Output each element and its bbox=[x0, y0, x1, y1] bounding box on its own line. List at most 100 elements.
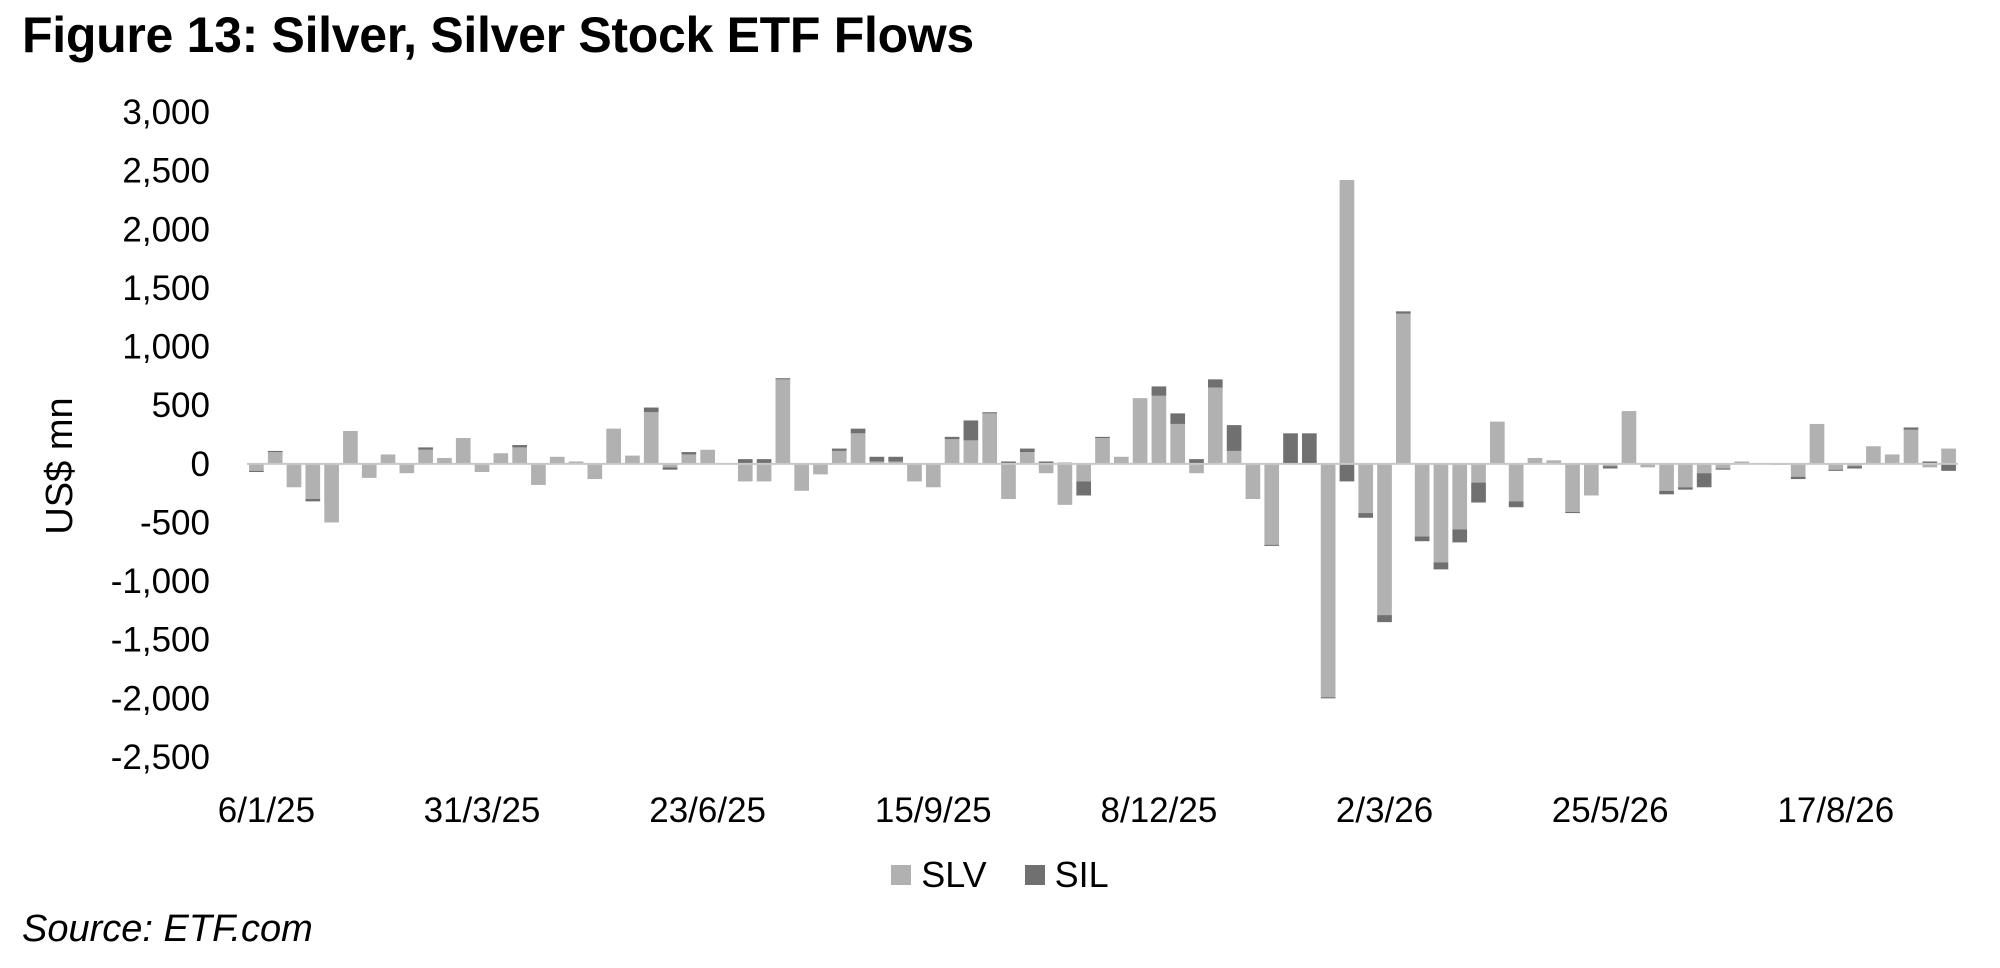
bar-sil bbox=[1358, 513, 1374, 518]
bar-sil bbox=[681, 452, 697, 455]
bar-sil bbox=[869, 456, 885, 462]
bar-slv bbox=[756, 463, 772, 482]
bar-slv bbox=[1113, 456, 1129, 464]
bar-slv bbox=[907, 463, 922, 482]
bar-slv bbox=[1715, 463, 1731, 469]
bar-slv bbox=[324, 463, 339, 523]
bar-slv bbox=[1809, 423, 1825, 464]
bar-slv bbox=[850, 433, 866, 464]
bar-slv bbox=[1696, 463, 1712, 474]
x-tick-label: 31/3/25 bbox=[424, 791, 541, 830]
y-tick-label: -500 bbox=[140, 503, 210, 542]
bar-slv bbox=[1659, 463, 1674, 491]
bar-slv bbox=[1396, 313, 1411, 464]
bar-sil bbox=[512, 445, 527, 448]
bar-sil bbox=[1320, 697, 1336, 699]
y-tick-label: 1,500 bbox=[122, 269, 210, 308]
x-tick-label: 25/5/26 bbox=[1552, 791, 1669, 830]
bar-slv bbox=[437, 457, 452, 464]
bar-slv bbox=[1170, 423, 1186, 464]
bar-slv bbox=[1226, 450, 1242, 464]
bar-slv bbox=[737, 463, 753, 482]
bar-slv bbox=[888, 461, 904, 464]
x-tick-label: 23/6/25 bbox=[649, 791, 766, 830]
bar-sil bbox=[1602, 466, 1618, 469]
bar-sil bbox=[643, 407, 659, 413]
bar-sil bbox=[1283, 433, 1298, 464]
bar-slv bbox=[1922, 463, 1938, 468]
bar-sil bbox=[1377, 615, 1392, 623]
bar-sil bbox=[1471, 482, 1486, 503]
y-tick-label: 2,500 bbox=[122, 152, 210, 191]
bar-slv bbox=[455, 438, 471, 464]
bar-sil bbox=[1678, 487, 1693, 490]
y-tick-label: -2,000 bbox=[111, 679, 210, 718]
bar-sil bbox=[1207, 379, 1223, 388]
chart-title: Figure 13: Silver, Silver Stock ETF Flow… bbox=[22, 7, 974, 63]
bar-slv bbox=[1621, 411, 1637, 464]
bar-slv bbox=[775, 379, 791, 464]
bar-slv bbox=[1452, 463, 1468, 530]
bars bbox=[249, 180, 1956, 699]
bar-slv bbox=[1508, 463, 1524, 502]
bar-slv bbox=[1207, 387, 1223, 464]
bar-slv bbox=[587, 463, 603, 480]
chart: US$ mn 3,000 2,500 2,000 1,500 1,000 500 0 -500… bbox=[39, 93, 1958, 830]
bar-sil bbox=[1414, 536, 1430, 542]
x-tick-label: 8/12/25 bbox=[1101, 791, 1218, 830]
bar-sil bbox=[1696, 473, 1712, 488]
bar-slv bbox=[963, 440, 979, 464]
bar-slv bbox=[1941, 448, 1956, 464]
bar-sil bbox=[1433, 562, 1449, 570]
bar-slv bbox=[681, 454, 697, 464]
bar-slv bbox=[1414, 463, 1430, 537]
bar-slv bbox=[1264, 463, 1280, 545]
bar-slv bbox=[1884, 454, 1900, 464]
bar-slv bbox=[418, 449, 433, 464]
bar-sil bbox=[1095, 436, 1110, 439]
bar-sil bbox=[1226, 425, 1242, 451]
bar-slv bbox=[1076, 463, 1092, 482]
x-tick-label: 2/3/26 bbox=[1336, 791, 1433, 830]
bar-sil bbox=[1828, 469, 1844, 471]
bar-slv bbox=[305, 463, 321, 499]
y-tick-label: 3,000 bbox=[122, 93, 210, 132]
bar-sil bbox=[249, 470, 264, 473]
bar-slv bbox=[1358, 463, 1374, 514]
bar-sil bbox=[850, 428, 866, 434]
bar-sil bbox=[418, 447, 433, 450]
y-tick-label: -1,000 bbox=[111, 562, 210, 601]
bar-slv bbox=[625, 455, 640, 464]
bar-sil bbox=[267, 450, 283, 453]
bar-sil bbox=[775, 378, 791, 380]
bar-sil bbox=[888, 456, 904, 462]
bar-slv bbox=[286, 463, 302, 488]
bar-sil bbox=[737, 459, 753, 464]
bar-slv bbox=[925, 463, 941, 488]
bar-slv bbox=[493, 453, 509, 464]
legend-label-sil: SIL bbox=[1054, 854, 1109, 895]
bar-sil bbox=[1019, 448, 1035, 453]
bar-sil bbox=[1790, 476, 1806, 480]
x-tick-label: 15/9/25 bbox=[875, 791, 992, 830]
x-tick-label: 6/1/25 bbox=[218, 791, 315, 830]
source-note: Source: ETF.com bbox=[22, 908, 313, 950]
bar-slv bbox=[1847, 463, 1862, 467]
legend: SLV SIL bbox=[0, 852, 2000, 896]
y-axis-ticks: 3,000 2,500 2,000 1,500 1,000 500 0 -500 -1,000 -… bbox=[111, 93, 210, 777]
bar-slv bbox=[549, 456, 565, 464]
y-tick-label: 1,000 bbox=[122, 328, 210, 367]
bar-slv bbox=[606, 428, 621, 464]
bar-sil bbox=[1339, 463, 1355, 482]
bar-slv bbox=[1903, 429, 1919, 464]
bar-slv bbox=[1640, 463, 1656, 468]
bar-slv bbox=[1790, 463, 1806, 477]
bar-slv bbox=[1377, 463, 1392, 616]
bar-slv bbox=[568, 461, 584, 464]
bar-sil bbox=[1903, 427, 1919, 430]
bar-slv bbox=[1828, 463, 1844, 470]
bar-sil bbox=[1508, 501, 1524, 508]
bar-slv bbox=[662, 463, 678, 468]
bar-sil bbox=[1922, 461, 1938, 464]
bar-slv bbox=[1866, 446, 1881, 464]
